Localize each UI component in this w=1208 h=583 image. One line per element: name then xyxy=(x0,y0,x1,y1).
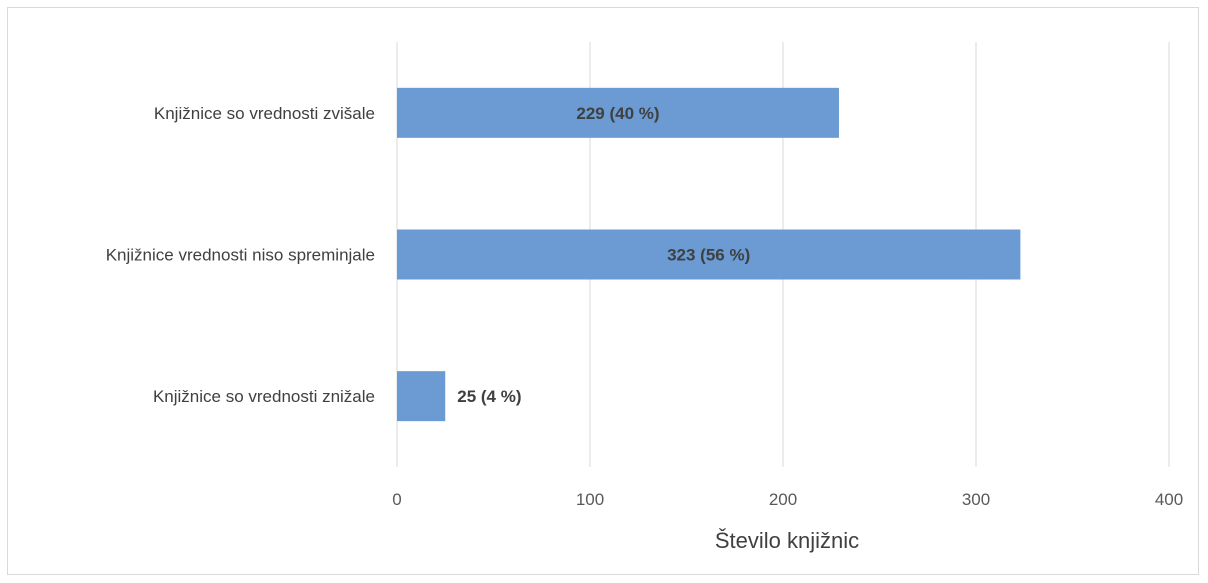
bar xyxy=(397,87,839,138)
x-tick-label: 200 xyxy=(769,490,797,509)
category-label: Knjižnice so vrednosti znižale xyxy=(153,387,375,406)
labels: 0 100 200 300 400 Knjižnice so vrednosti zviš… xyxy=(106,104,1183,509)
x-tick-label: 100 xyxy=(576,490,604,509)
x-axis-title: Število knjižnic xyxy=(715,528,859,553)
data-label: 229 (40 %) xyxy=(576,104,659,123)
category-label: Knjižnice so vrednosti zvišale xyxy=(154,104,375,123)
bars xyxy=(397,87,1021,422)
data-label: 25 (4 %) xyxy=(457,387,521,406)
data-label: 323 (56 %) xyxy=(667,246,750,265)
x-tick-label: 0 xyxy=(392,490,401,509)
x-tick-label: 400 xyxy=(1155,490,1183,509)
bar xyxy=(397,229,1021,280)
category-label: Knjižnice vrednosti niso spreminjale xyxy=(106,246,375,265)
x-tick-label: 300 xyxy=(962,490,990,509)
bar xyxy=(397,371,446,422)
